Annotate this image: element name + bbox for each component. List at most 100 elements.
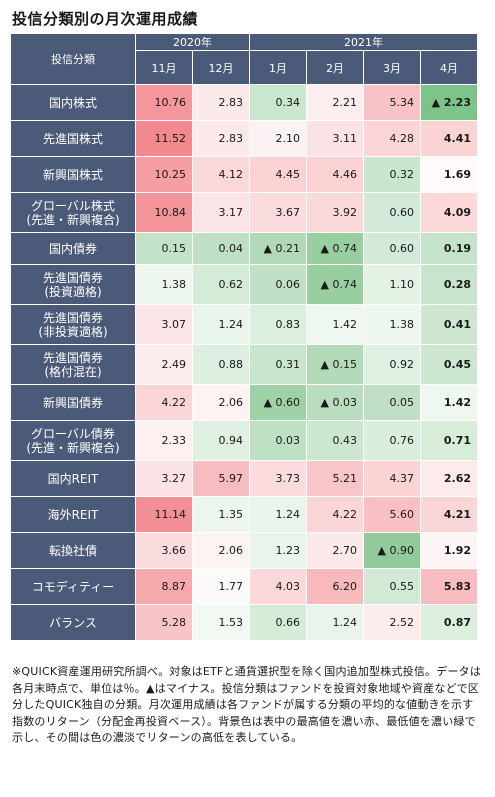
value-cell: 0.32 bbox=[363, 156, 421, 193]
row-label: 先進国債券 (格付混在) bbox=[10, 344, 136, 385]
value-cell: 0.06 bbox=[249, 264, 307, 305]
value-cell: 0.19 bbox=[420, 232, 478, 265]
value-cell: ▲ 2.23 bbox=[420, 84, 478, 121]
value-cell: 0.03 bbox=[249, 420, 307, 461]
table-row: 国内株式 10.76 2.83 0.34 2.21 5.34 ▲ 2.23 bbox=[10, 84, 478, 121]
month-header: 1月 bbox=[249, 50, 307, 85]
value-cell: 1.92 bbox=[420, 532, 478, 569]
value-cell: 0.71 bbox=[420, 420, 478, 461]
value-cell: 1.42 bbox=[306, 304, 364, 345]
value-cell: 0.31 bbox=[249, 344, 307, 385]
value-cell: 1.53 bbox=[192, 604, 250, 641]
value-cell: 1.24 bbox=[306, 604, 364, 641]
value-cell: 1.23 bbox=[249, 532, 307, 569]
table-row: グローバル債券 (先進・新興複合) 2.33 0.94 0.03 0.43 0.76 0.71 bbox=[10, 420, 478, 461]
value-cell: 4.46 bbox=[306, 156, 364, 193]
value-cell: 0.34 bbox=[249, 84, 307, 121]
value-cell: 2.06 bbox=[192, 532, 250, 569]
row-label: 新興国株式 bbox=[10, 156, 136, 193]
value-cell: 2.33 bbox=[135, 420, 193, 461]
value-cell: 1.42 bbox=[420, 384, 478, 421]
row-label: 先進国債券 (非投資適格) bbox=[10, 304, 136, 345]
value-cell: 11.52 bbox=[135, 120, 193, 157]
value-cell: 0.92 bbox=[363, 344, 421, 385]
value-cell: 4.37 bbox=[363, 460, 421, 497]
value-cell: 1.35 bbox=[192, 496, 250, 533]
value-cell: 0.60 bbox=[363, 192, 421, 233]
row-label: グローバル株式 (先進・新興複合) bbox=[10, 192, 136, 233]
value-cell: ▲ 0.74 bbox=[306, 264, 364, 305]
row-label: グローバル債券 (先進・新興複合) bbox=[10, 420, 136, 461]
value-cell: ▲ 0.74 bbox=[306, 232, 364, 265]
value-cell: 10.25 bbox=[135, 156, 193, 193]
table-row: 先進国債券 (投資適格) 1.38 0.62 0.06 ▲ 0.74 1.10 0.28 bbox=[10, 264, 478, 305]
value-cell: 5.83 bbox=[420, 568, 478, 605]
row-label: 先進国債券 (投資適格) bbox=[10, 264, 136, 305]
value-cell: 6.20 bbox=[306, 568, 364, 605]
value-cell: 2.62 bbox=[420, 460, 478, 497]
row-label: 新興国債券 bbox=[10, 384, 136, 421]
value-cell: 0.83 bbox=[249, 304, 307, 345]
value-cell: 2.06 bbox=[192, 384, 250, 421]
value-cell: 8.87 bbox=[135, 568, 193, 605]
table-row: グローバル株式 (先進・新興複合) 10.84 3.17 3.67 3.92 0.60 4.0… bbox=[10, 192, 478, 233]
value-cell: 4.45 bbox=[249, 156, 307, 193]
value-cell: 5.28 bbox=[135, 604, 193, 641]
value-cell: 0.60 bbox=[363, 232, 421, 265]
value-cell: 0.41 bbox=[420, 304, 478, 345]
value-cell: 0.15 bbox=[135, 232, 193, 265]
monthly-performance-table: 投信分類 2020年 2021年 11月 12月 1月 2月 3月 4月 国内株式 10.7… bbox=[10, 33, 478, 641]
value-cell: 10.76 bbox=[135, 84, 193, 121]
value-cell: 3.11 bbox=[306, 120, 364, 157]
table-row: 先進国債券 (格付混在) 2.49 0.88 0.31 ▲ 0.15 0.92 0.45 bbox=[10, 344, 478, 385]
value-cell: 2.83 bbox=[192, 120, 250, 157]
month-header: 12月 bbox=[192, 50, 250, 85]
table-row: 先進国債券 (非投資適格) 3.07 1.24 0.83 1.42 1.38 0.41 bbox=[10, 304, 478, 345]
value-cell: 11.14 bbox=[135, 496, 193, 533]
row-label: 海外REIT bbox=[10, 496, 136, 533]
value-cell: 2.52 bbox=[363, 604, 421, 641]
month-header: 2月 bbox=[306, 50, 364, 85]
row-label: 国内REIT bbox=[10, 460, 136, 497]
value-cell: 0.88 bbox=[192, 344, 250, 385]
value-cell: 2.70 bbox=[306, 532, 364, 569]
page-title: 投信分類別の月次運用成績 bbox=[12, 10, 199, 28]
value-cell: 4.03 bbox=[249, 568, 307, 605]
value-cell: 4.22 bbox=[306, 496, 364, 533]
value-cell: 1.10 bbox=[363, 264, 421, 305]
value-cell: 3.66 bbox=[135, 532, 193, 569]
month-header: 3月 bbox=[363, 50, 421, 85]
table-row: 国内REIT 3.27 5.97 3.73 5.21 4.37 2.62 bbox=[10, 460, 478, 497]
value-cell: 0.66 bbox=[249, 604, 307, 641]
value-cell: 2.21 bbox=[306, 84, 364, 121]
value-cell: 4.28 bbox=[363, 120, 421, 157]
value-cell: 0.94 bbox=[192, 420, 250, 461]
table-row: 新興国株式 10.25 4.12 4.45 4.46 0.32 1.69 bbox=[10, 156, 478, 193]
value-cell: 0.04 bbox=[192, 232, 250, 265]
value-cell: 0.55 bbox=[363, 568, 421, 605]
value-cell: 4.21 bbox=[420, 496, 478, 533]
value-cell: 3.92 bbox=[306, 192, 364, 233]
row-label: コモディティー bbox=[10, 568, 136, 605]
value-cell: 1.24 bbox=[192, 304, 250, 345]
table-row: 新興国債券 4.22 2.06 ▲ 0.60 ▲ 0.03 0.05 1.42 bbox=[10, 384, 478, 421]
footnote: ※QUICK資産運用研究所調べ。対象はETFと通貨選択型を除く国内追加型株式投信… bbox=[12, 665, 482, 744]
row-label: 先進国株式 bbox=[10, 120, 136, 157]
value-cell: 0.62 bbox=[192, 264, 250, 305]
value-cell: 4.09 bbox=[420, 192, 478, 233]
value-cell: 5.34 bbox=[363, 84, 421, 121]
value-cell: 1.77 bbox=[192, 568, 250, 605]
value-cell: 0.43 bbox=[306, 420, 364, 461]
table-row: 転換社債 3.66 2.06 1.23 2.70 ▲ 0.90 1.92 bbox=[10, 532, 478, 569]
value-cell: 3.27 bbox=[135, 460, 193, 497]
row-label: バランス bbox=[10, 604, 136, 641]
value-cell: 3.67 bbox=[249, 192, 307, 233]
category-header: 投信分類 bbox=[10, 33, 136, 85]
value-cell: 4.41 bbox=[420, 120, 478, 157]
value-cell: ▲ 0.60 bbox=[249, 384, 307, 421]
value-cell: 1.24 bbox=[249, 496, 307, 533]
value-cell: 5.21 bbox=[306, 460, 364, 497]
value-cell: 0.05 bbox=[363, 384, 421, 421]
value-cell: 3.07 bbox=[135, 304, 193, 345]
table-row: コモディティー 8.87 1.77 4.03 6.20 0.55 5.83 bbox=[10, 568, 478, 605]
